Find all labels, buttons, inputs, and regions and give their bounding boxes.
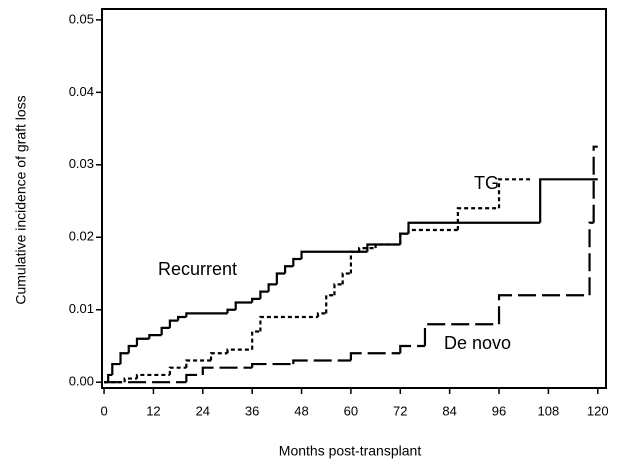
step-segment	[292, 257, 302, 267]
step-segment	[399, 344, 425, 354]
step-segment	[423, 323, 500, 346]
y-axis-label: Cumulative incidence of graft loss	[13, 95, 29, 304]
annotation: TG	[474, 173, 499, 193]
step-segment	[374, 243, 401, 249]
step-segment	[111, 362, 121, 375]
y-tick-label: 0.04	[69, 84, 94, 99]
x-tick-label: 24	[196, 403, 210, 418]
y-tick-label: 0.02	[69, 229, 94, 244]
step-segment	[201, 366, 253, 375]
x-tick-label: 48	[294, 403, 308, 418]
step-segment	[177, 315, 187, 321]
step-segment	[497, 178, 532, 209]
step-segment	[349, 352, 401, 361]
step-segment	[185, 312, 228, 317]
x-tick-label: 72	[393, 403, 407, 418]
step-segment	[333, 283, 343, 296]
step-segment	[407, 221, 541, 234]
step-segment	[251, 330, 261, 350]
x-tick-label: 84	[442, 403, 456, 418]
step-segment	[592, 145, 598, 223]
y-tick-label: 0.05	[69, 11, 94, 26]
x-axis-label: Months post-transplant	[279, 443, 422, 459]
annotation: Recurrent	[158, 259, 237, 279]
step-segment	[456, 207, 500, 231]
step-segment	[283, 265, 294, 274]
step-segment	[226, 308, 236, 314]
step-segment	[259, 315, 318, 332]
step-segment	[292, 359, 351, 365]
step-segment	[135, 373, 170, 379]
step-segment	[588, 221, 594, 296]
y-tick-label: 0.00	[69, 374, 94, 389]
step-segment	[349, 250, 360, 274]
step-segment	[300, 250, 368, 260]
step-segment	[539, 178, 598, 223]
step-segment	[275, 272, 286, 285]
step-segment	[185, 359, 212, 368]
x-tick-label: 120	[587, 403, 609, 418]
step-segment	[168, 319, 179, 328]
step-segment	[148, 333, 162, 339]
step-segment	[209, 352, 228, 361]
y-tick-label: 0.01	[69, 301, 94, 316]
x-tick-label: 60	[344, 403, 358, 418]
step-segment	[234, 301, 253, 310]
x-tick-label: 12	[146, 403, 160, 418]
step-segment	[358, 247, 376, 252]
step-segment	[399, 232, 409, 245]
x-tick-label: 108	[538, 403, 560, 418]
step-segment	[185, 373, 203, 383]
step-segment	[259, 290, 269, 299]
annotation: De novo	[444, 333, 511, 353]
step-segment	[407, 228, 458, 234]
step-segment	[119, 352, 129, 365]
step-segment	[316, 312, 327, 317]
step-segment	[251, 297, 261, 303]
step-segment	[123, 377, 137, 383]
plot-frame	[101, 8, 607, 389]
step-segment	[107, 373, 113, 383]
x-tick-label: 36	[245, 403, 259, 418]
step-segment	[251, 362, 294, 368]
step-segment	[267, 283, 277, 292]
step-segment	[399, 232, 409, 245]
step-segment	[135, 337, 150, 346]
x-tick-label: 0	[100, 403, 107, 418]
step-segment	[160, 326, 170, 336]
step-segment	[168, 366, 187, 375]
step-segment	[325, 294, 335, 314]
step-segment	[226, 348, 253, 354]
step-segment	[127, 344, 137, 354]
step-segment	[497, 294, 590, 325]
y-tick-label: 0.03	[69, 156, 94, 171]
step-segment	[341, 272, 351, 285]
x-tick-label: 96	[492, 403, 506, 418]
